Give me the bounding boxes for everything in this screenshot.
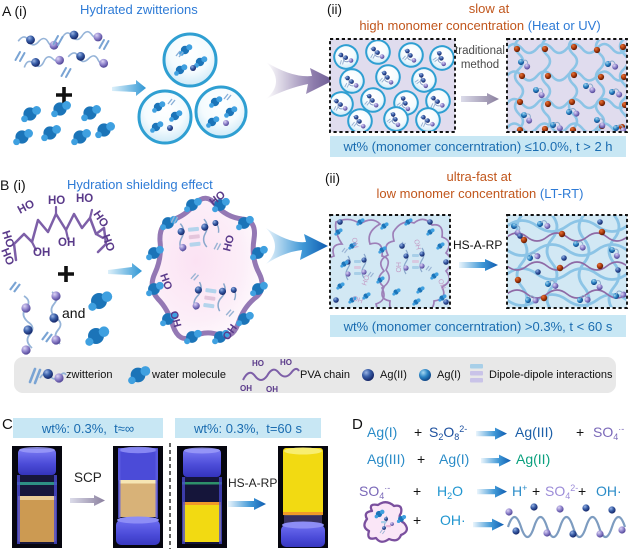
svg-text:HO: HO xyxy=(394,262,401,273)
svg-text:HO: HO xyxy=(16,198,37,217)
svg-text:OH: OH xyxy=(240,384,252,393)
svg-text:HO: HO xyxy=(48,195,65,207)
svg-text:HO: HO xyxy=(252,359,264,368)
svg-text:OH: OH xyxy=(351,295,363,305)
svg-text:HO: HO xyxy=(99,233,116,253)
svg-text:OH: OH xyxy=(33,247,50,259)
svg-text:OH: OH xyxy=(412,239,421,251)
svg-text:HO: HO xyxy=(361,274,371,287)
svg-text:HO: HO xyxy=(0,229,16,249)
svg-text:HO: HO xyxy=(221,233,237,252)
svg-text:HO: HO xyxy=(157,272,174,292)
svg-text:OH: OH xyxy=(58,237,75,249)
svg-text:HO: HO xyxy=(280,358,292,367)
svg-text:HO: HO xyxy=(76,193,93,205)
svg-text:HO: HO xyxy=(0,247,16,268)
svg-text:OH: OH xyxy=(266,385,278,394)
svg-text:OH: OH xyxy=(167,310,183,329)
svg-text:OH: OH xyxy=(350,237,359,249)
svg-text:OH: OH xyxy=(436,278,446,290)
